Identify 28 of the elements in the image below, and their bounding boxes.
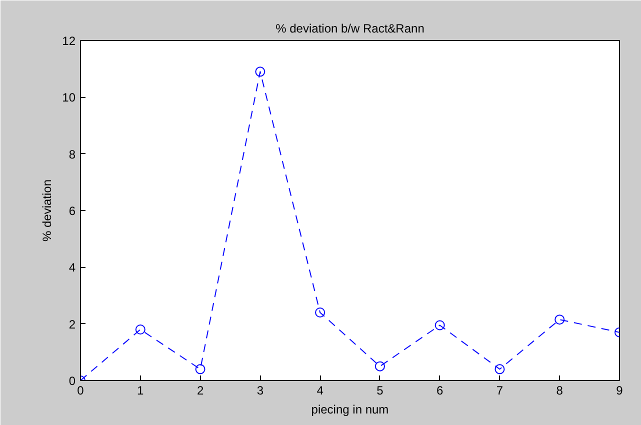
x-tick-label: 5 [376, 384, 384, 398]
y-axis-title: % deviation [40, 179, 54, 242]
x-tick-label: 9 [616, 384, 624, 398]
x-tick-label: 7 [496, 384, 504, 398]
x-axis-title: piecing in num [311, 402, 389, 416]
point [494, 364, 505, 374]
x-tick-label: 4 [316, 384, 324, 398]
x-tick-label: 8 [556, 384, 564, 398]
point [195, 364, 206, 374]
chart-title: % deviation b/w Ract&Rann [276, 22, 424, 36]
y-tick-label: 4 [68, 260, 76, 275]
point [374, 361, 385, 372]
x-tick-label: 2 [196, 384, 204, 398]
y-tick-label: 2 [68, 317, 76, 332]
point [434, 320, 445, 330]
point [315, 308, 326, 318]
y-tick-label: 10 [62, 90, 76, 105]
y-tick-label: 0 [68, 374, 76, 388]
x-tick-label: 3 [256, 384, 264, 398]
x-tick-label: 0 [77, 384, 84, 398]
y-tick-label: 8 [68, 147, 76, 162]
y-tick-label: 6 [68, 204, 76, 218]
y-tick-label: 12 [62, 34, 76, 48]
x-tick-label: 1 [137, 384, 144, 398]
point [255, 66, 266, 77]
point [554, 314, 565, 325]
point [135, 324, 146, 334]
x-tick-label: 6 [436, 384, 444, 398]
